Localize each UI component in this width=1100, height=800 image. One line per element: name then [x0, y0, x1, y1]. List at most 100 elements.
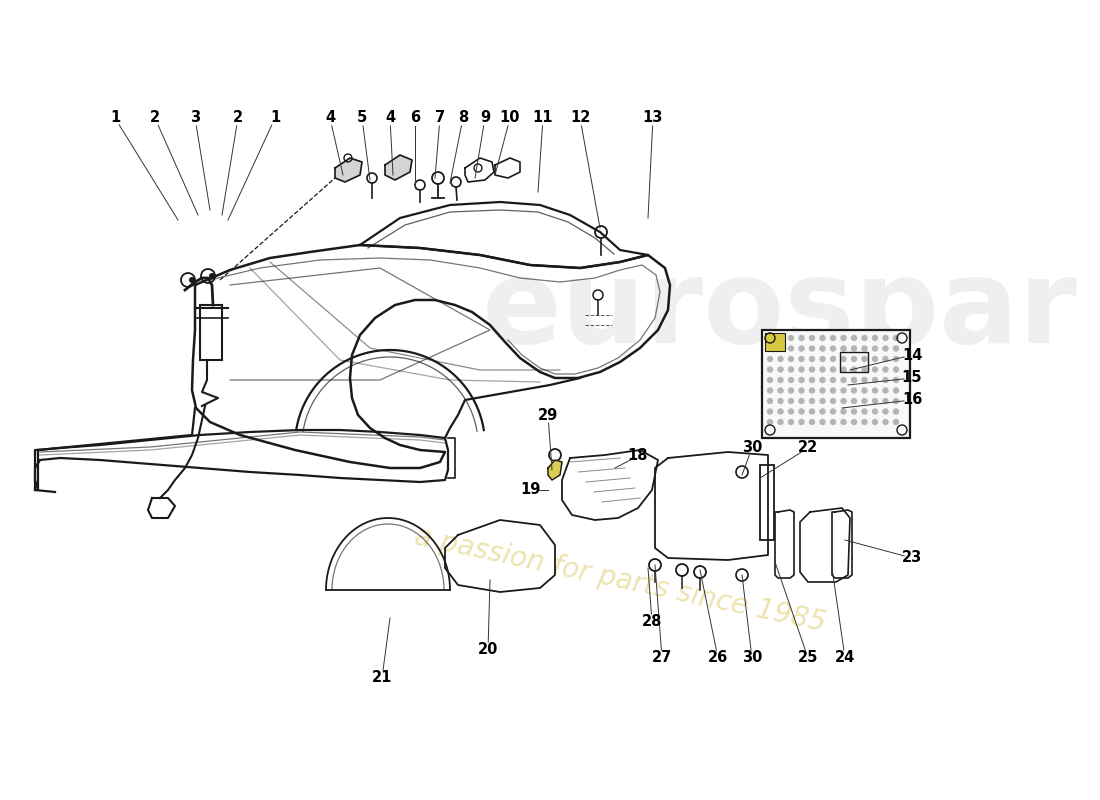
Circle shape [893, 387, 899, 394]
Circle shape [829, 408, 836, 414]
Circle shape [820, 408, 826, 414]
Circle shape [861, 419, 868, 426]
Circle shape [893, 356, 899, 362]
Circle shape [788, 387, 794, 394]
Circle shape [893, 408, 899, 414]
Circle shape [788, 408, 794, 414]
Text: 19: 19 [520, 482, 540, 498]
Circle shape [778, 356, 783, 362]
Circle shape [829, 356, 836, 362]
Circle shape [872, 366, 878, 373]
Circle shape [767, 419, 773, 426]
Circle shape [767, 387, 773, 394]
Circle shape [893, 398, 899, 404]
Circle shape [799, 366, 805, 373]
Circle shape [850, 356, 857, 362]
Circle shape [778, 377, 783, 383]
Circle shape [840, 419, 847, 426]
Text: 21: 21 [372, 670, 393, 686]
Circle shape [882, 377, 889, 383]
Circle shape [808, 387, 815, 394]
Circle shape [788, 419, 794, 426]
Bar [760, 465, 774, 540]
Circle shape [861, 408, 868, 414]
Text: 27: 27 [652, 650, 672, 666]
Text: 3: 3 [190, 110, 200, 126]
Circle shape [820, 398, 826, 404]
Circle shape [872, 387, 878, 394]
Circle shape [850, 377, 857, 383]
Circle shape [799, 377, 805, 383]
Circle shape [788, 366, 794, 373]
Circle shape [820, 334, 826, 341]
Circle shape [882, 346, 889, 352]
Circle shape [778, 408, 783, 414]
Circle shape [882, 408, 889, 414]
Text: 10: 10 [499, 110, 520, 126]
Text: 5: 5 [356, 110, 367, 126]
Circle shape [861, 387, 868, 394]
Text: 24: 24 [835, 650, 855, 666]
Text: 18: 18 [628, 449, 648, 463]
Text: 9: 9 [480, 110, 491, 126]
Text: 28: 28 [641, 614, 662, 630]
Text: a passion for parts since 1985: a passion for parts since 1985 [411, 522, 828, 638]
Circle shape [840, 356, 847, 362]
Circle shape [767, 356, 773, 362]
Text: 1: 1 [110, 110, 120, 126]
Circle shape [788, 334, 794, 341]
Text: 7: 7 [434, 110, 446, 126]
Text: es: es [755, 333, 905, 447]
Circle shape [829, 377, 836, 383]
Circle shape [767, 408, 773, 414]
Circle shape [808, 366, 815, 373]
Polygon shape [385, 155, 412, 180]
Text: 6: 6 [410, 110, 420, 126]
Text: 4: 4 [385, 110, 395, 126]
Text: 4: 4 [324, 110, 336, 126]
Circle shape [767, 366, 773, 373]
Circle shape [861, 356, 868, 362]
Circle shape [767, 346, 773, 352]
Circle shape [850, 419, 857, 426]
Bar [764, 333, 785, 351]
Circle shape [829, 366, 836, 373]
Text: 20: 20 [477, 642, 498, 658]
Circle shape [861, 366, 868, 373]
Circle shape [778, 419, 783, 426]
Circle shape [778, 398, 783, 404]
Circle shape [820, 377, 826, 383]
Circle shape [209, 273, 214, 279]
Circle shape [799, 419, 805, 426]
Circle shape [872, 356, 878, 362]
Text: 2: 2 [233, 110, 243, 126]
Circle shape [788, 398, 794, 404]
Circle shape [808, 377, 815, 383]
Circle shape [808, 408, 815, 414]
Text: 22: 22 [798, 441, 818, 455]
Circle shape [778, 387, 783, 394]
Circle shape [861, 334, 868, 341]
Circle shape [189, 277, 195, 283]
Text: 12: 12 [570, 110, 591, 126]
Circle shape [808, 334, 815, 341]
Text: 26: 26 [708, 650, 728, 666]
Circle shape [799, 346, 805, 352]
Circle shape [861, 346, 868, 352]
Circle shape [850, 398, 857, 404]
Circle shape [778, 366, 783, 373]
Circle shape [840, 346, 847, 352]
Bar [762, 330, 910, 438]
Circle shape [893, 366, 899, 373]
Text: 30: 30 [741, 650, 762, 666]
Circle shape [840, 398, 847, 404]
Circle shape [767, 377, 773, 383]
Circle shape [829, 419, 836, 426]
Text: 25: 25 [798, 650, 818, 666]
Circle shape [799, 398, 805, 404]
Circle shape [850, 408, 857, 414]
Text: 14: 14 [902, 347, 922, 362]
Circle shape [829, 346, 836, 352]
Text: 15: 15 [902, 370, 922, 386]
Circle shape [840, 334, 847, 341]
